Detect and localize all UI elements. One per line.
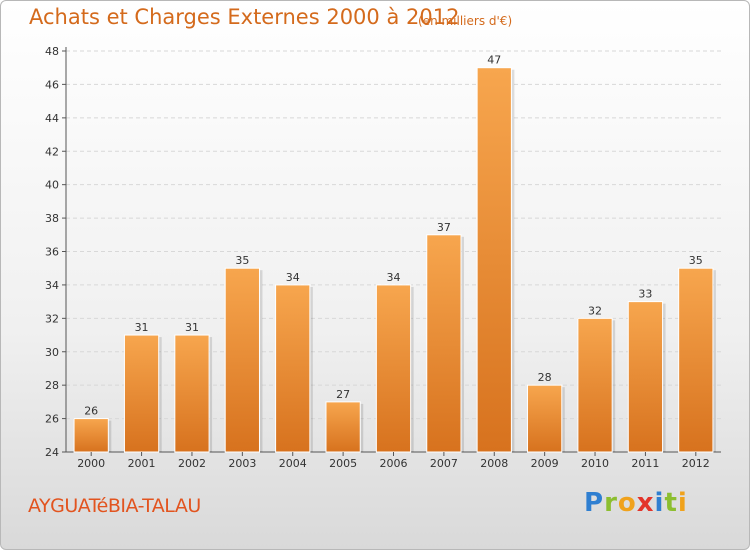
y-tick-label: 32 xyxy=(45,312,59,325)
x-tick-label: 2011 xyxy=(631,457,659,470)
bar xyxy=(375,284,412,453)
x-tick-label: 2005 xyxy=(329,457,357,470)
bar xyxy=(476,67,512,453)
y-tick-label: 30 xyxy=(45,346,59,359)
bar-value-label: 37 xyxy=(437,221,451,234)
x-tick-label: 2000 xyxy=(77,457,105,470)
bar xyxy=(627,301,664,453)
bar xyxy=(678,267,714,453)
y-tick-label: 24 xyxy=(45,446,59,459)
x-tick-label: 2008 xyxy=(480,457,508,470)
bar-value-label: 47 xyxy=(487,54,501,67)
y-tick-label: 44 xyxy=(45,112,59,125)
bar xyxy=(577,317,613,453)
bar-value-label: 35 xyxy=(689,254,703,267)
bar-value-label: 26 xyxy=(84,405,98,418)
bar xyxy=(174,334,210,453)
y-tick-label: 34 xyxy=(45,279,59,292)
chart-title: Achats et Charges Externes 2000 à 2012 xyxy=(29,5,460,29)
bar-value-label: 32 xyxy=(588,304,602,317)
y-tick-label: 38 xyxy=(45,212,59,225)
bar-value-label: 31 xyxy=(185,321,199,334)
x-tick-label: 2012 xyxy=(682,457,710,470)
x-tick-label: 2007 xyxy=(430,457,458,470)
bar xyxy=(123,334,160,453)
bar xyxy=(325,401,361,453)
bar-value-label: 34 xyxy=(286,271,300,284)
bar xyxy=(73,418,109,453)
y-tick-label: 36 xyxy=(45,246,59,259)
x-tick-label: 2003 xyxy=(228,457,256,470)
y-tick-label: 42 xyxy=(45,145,59,158)
bar xyxy=(224,267,260,453)
y-tick-label: 28 xyxy=(45,379,59,392)
x-tick-label: 2002 xyxy=(178,457,206,470)
y-tick-label: 40 xyxy=(45,179,59,192)
x-tick-label: 2001 xyxy=(128,457,156,470)
bar-value-label: 31 xyxy=(135,321,149,334)
x-tick-label: 2010 xyxy=(581,457,609,470)
x-tick-label: 2006 xyxy=(380,457,408,470)
bar xyxy=(426,234,462,453)
commune-name: AYGUATéBIA-TALAU xyxy=(28,495,201,517)
bar-value-label: 34 xyxy=(387,271,401,284)
bar-value-label: 33 xyxy=(638,288,652,301)
proxiti-logo[interactable]: Proxiti xyxy=(584,488,688,518)
logo-letter: i xyxy=(677,488,688,518)
logo-letter: x xyxy=(636,488,655,518)
logo-letter: i xyxy=(654,488,665,518)
bar-value-label: 28 xyxy=(538,371,552,384)
y-tick-label: 48 xyxy=(45,45,59,58)
chart-subtitle: (en milliers d'€) xyxy=(418,14,513,28)
bar xyxy=(527,384,563,453)
y-tick-label: 46 xyxy=(45,78,59,91)
x-tick-label: 2004 xyxy=(279,457,307,470)
x-tick-label: 2009 xyxy=(531,457,559,470)
y-tick-label: 26 xyxy=(45,413,59,426)
bar-value-label: 27 xyxy=(336,388,350,401)
bar xyxy=(275,284,311,453)
logo-letter: o xyxy=(617,488,637,518)
bar-value-label: 35 xyxy=(235,254,249,267)
logo-letter: t xyxy=(664,488,678,518)
logo-letter: r xyxy=(604,488,618,518)
logo-letter: P xyxy=(584,488,605,518)
